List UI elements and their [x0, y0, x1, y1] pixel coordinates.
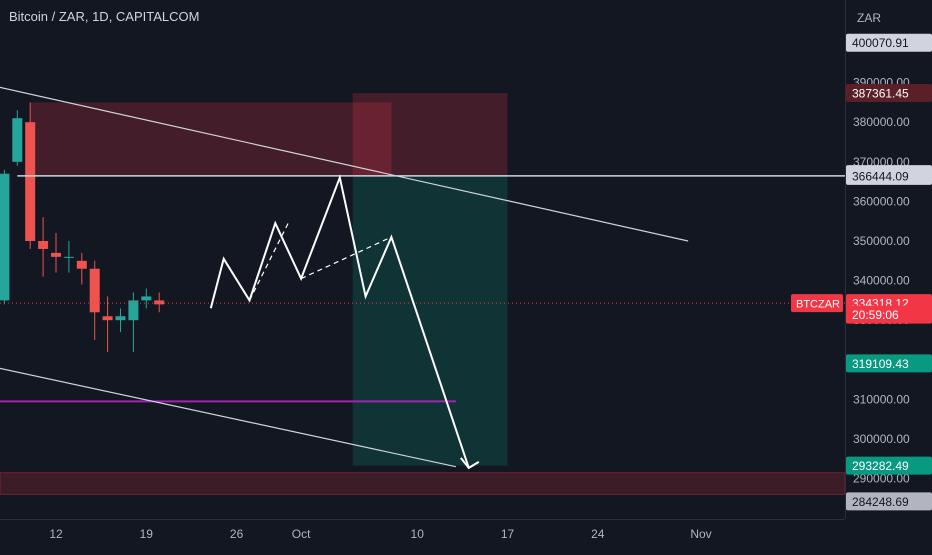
price-label: 284248.69: [852, 495, 909, 509]
price-label-bg: [846, 84, 932, 103]
short-position-stop-zone[interactable]: [352, 93, 508, 176]
candle-body[interactable]: [141, 296, 152, 301]
price-label: 366444.09: [852, 169, 909, 183]
price-label-bg: [846, 33, 932, 52]
candle-body[interactable]: [0, 173, 10, 301]
y-tick-label: 290000.00: [853, 472, 910, 486]
price-label-bg: [846, 492, 932, 511]
x-tick-label: Nov: [690, 527, 711, 541]
lower-trendline[interactable]: [0, 364, 457, 468]
price-label: 293282.49: [852, 459, 909, 473]
symbol-tag-bg: [791, 294, 843, 313]
x-tick-label: 10: [411, 527, 425, 541]
candle-body[interactable]: [51, 252, 61, 257]
symbol-tag: BTCZAR: [796, 299, 840, 311]
demand-zone[interactable]: [0, 472, 846, 495]
candle-body[interactable]: [38, 241, 49, 249]
x-tick-label: 12: [49, 527, 63, 541]
short-position-target-zone[interactable]: [352, 175, 508, 466]
x-tick-label: 26: [230, 527, 244, 541]
candle-body[interactable]: [25, 122, 36, 241]
y-tick-label: 380000.00: [853, 115, 910, 129]
y-tick-label: 340000.00: [853, 274, 910, 288]
candle-body[interactable]: [76, 260, 87, 269]
y-tick-label: 310000.00: [853, 392, 910, 406]
chart-title: Bitcoin / ZAR, 1D, CAPITALCOM: [9, 9, 200, 24]
currency-label: ZAR: [857, 11, 881, 25]
y-tick-label: 300000.00: [853, 432, 910, 446]
x-tick-label: 19: [140, 527, 154, 541]
candle-body[interactable]: [102, 316, 113, 321]
price-label: 387361.45: [852, 87, 909, 101]
candle-body[interactable]: [115, 316, 126, 321]
y-tick-label: 350000.00: [853, 234, 910, 248]
price-label-bg: [846, 305, 932, 324]
price-label: 20:59:06: [852, 308, 899, 322]
price-label: 400070.91: [852, 36, 909, 50]
projected-path-arrowhead: [460, 457, 480, 470]
candle-body[interactable]: [12, 118, 23, 162]
candle-body[interactable]: [89, 268, 100, 313]
x-tick-label: 24: [591, 527, 605, 541]
price-label-bg: [846, 456, 932, 475]
x-tick-label: 17: [501, 527, 515, 541]
price-label-bg: [846, 354, 932, 373]
y-tick-label: 360000.00: [853, 194, 910, 208]
supply-zone[interactable]: [30, 102, 392, 176]
x-tick-label: Oct: [292, 527, 311, 541]
candle-body[interactable]: [154, 300, 165, 305]
candle-body[interactable]: [63, 256, 74, 258]
candle-body[interactable]: [128, 300, 139, 321]
price-label: 319109.43: [852, 357, 909, 371]
price-label-bg: [846, 166, 932, 185]
projected-path[interactable]: [209, 174, 470, 469]
projected-channel-line[interactable]: [300, 236, 392, 280]
upper-trendline[interactable]: [0, 83, 689, 242]
time-axis-background: [0, 519, 845, 550]
